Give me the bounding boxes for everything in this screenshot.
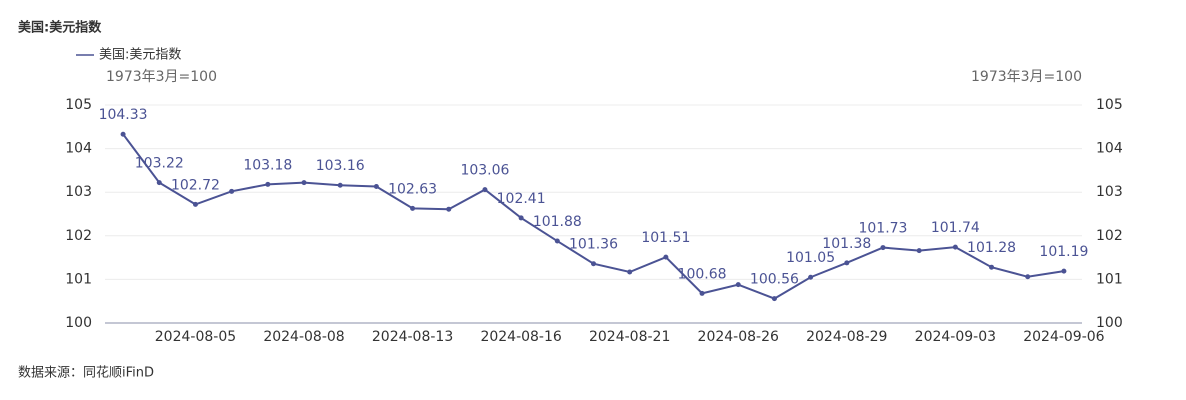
data-point <box>446 206 452 212</box>
data-label: 101.74 <box>931 220 980 236</box>
data-point <box>192 201 198 207</box>
data-point <box>1061 268 1067 274</box>
x-tick-label: 2024-08-05 <box>155 329 236 345</box>
data-point <box>735 282 741 288</box>
data-label: 101.05 <box>786 250 835 266</box>
source-note: 数据来源：同花顺iFinD <box>18 365 154 381</box>
data-label: 101.88 <box>533 214 582 230</box>
data-label: 101.28 <box>967 240 1016 256</box>
x-tick-label: 2024-09-06 <box>1023 329 1104 345</box>
data-point <box>627 269 633 275</box>
data-label: 101.36 <box>569 237 618 253</box>
data-point <box>301 180 307 186</box>
y-tick-label: 100 <box>65 315 92 331</box>
x-tick-label: 2024-08-16 <box>480 329 561 345</box>
y2-tick-label: 101 <box>1096 271 1123 287</box>
data-point <box>880 245 886 251</box>
y-tick-label: 104 <box>65 141 92 157</box>
y-tick-label: 101 <box>65 271 92 287</box>
data-point <box>373 184 379 190</box>
data-label: 101.73 <box>858 221 907 237</box>
data-point <box>156 180 162 186</box>
data-point <box>989 264 995 270</box>
data-label: 103.06 <box>460 163 509 179</box>
data-point <box>265 181 271 187</box>
data-point <box>844 260 850 266</box>
y2-tick-label: 104 <box>1096 141 1123 157</box>
data-label: 102.41 <box>497 191 546 207</box>
data-label: 104.33 <box>99 107 148 123</box>
y2-tick-label: 100 <box>1096 315 1123 331</box>
y-tick-label: 105 <box>65 97 92 113</box>
data-point <box>337 182 343 188</box>
data-label: 101.38 <box>822 236 871 252</box>
data-label: 101.51 <box>641 230 690 246</box>
x-tick-label: 2024-08-08 <box>263 329 344 345</box>
data-label: 103.16 <box>316 158 365 174</box>
y-axis-unit: 1973年3月=100 <box>106 69 217 85</box>
data-point <box>808 274 814 280</box>
y2-tick-label: 105 <box>1096 97 1123 113</box>
data-label: 100.56 <box>750 272 799 288</box>
y2-tick-label: 103 <box>1096 184 1123 200</box>
y2-axis-unit: 1973年3月=100 <box>971 69 1082 85</box>
data-point <box>120 131 126 137</box>
data-label: 102.72 <box>171 177 220 193</box>
x-tick-label: 2024-08-13 <box>372 329 453 345</box>
data-point <box>916 248 922 254</box>
data-label: 101.19 <box>1039 244 1088 260</box>
legend-label: 美国:美元指数 <box>99 48 181 63</box>
data-point <box>771 296 777 302</box>
data-label: 103.18 <box>243 157 292 173</box>
data-label: 103.22 <box>135 156 184 172</box>
data-point <box>663 254 669 260</box>
x-tick-label: 2024-08-21 <box>589 329 670 345</box>
x-tick-label: 2024-08-29 <box>806 329 887 345</box>
x-tick-label: 2024-08-26 <box>698 329 779 345</box>
data-point <box>518 215 524 221</box>
data-point <box>482 187 488 193</box>
y2-tick-label: 102 <box>1096 228 1123 244</box>
data-label: 102.63 <box>388 181 437 197</box>
data-point <box>229 188 235 194</box>
data-point <box>699 290 705 296</box>
data-point <box>410 205 416 211</box>
data-point <box>554 238 560 244</box>
data-point <box>952 244 958 250</box>
data-point <box>1025 274 1031 280</box>
x-tick-label: 2024-09-03 <box>915 329 996 345</box>
y-tick-label: 103 <box>65 184 92 200</box>
data-point <box>591 261 596 267</box>
y-tick-label: 102 <box>65 228 92 244</box>
chart-title: 美国:美元指数 <box>18 20 102 36</box>
data-label: 100.68 <box>678 266 727 282</box>
